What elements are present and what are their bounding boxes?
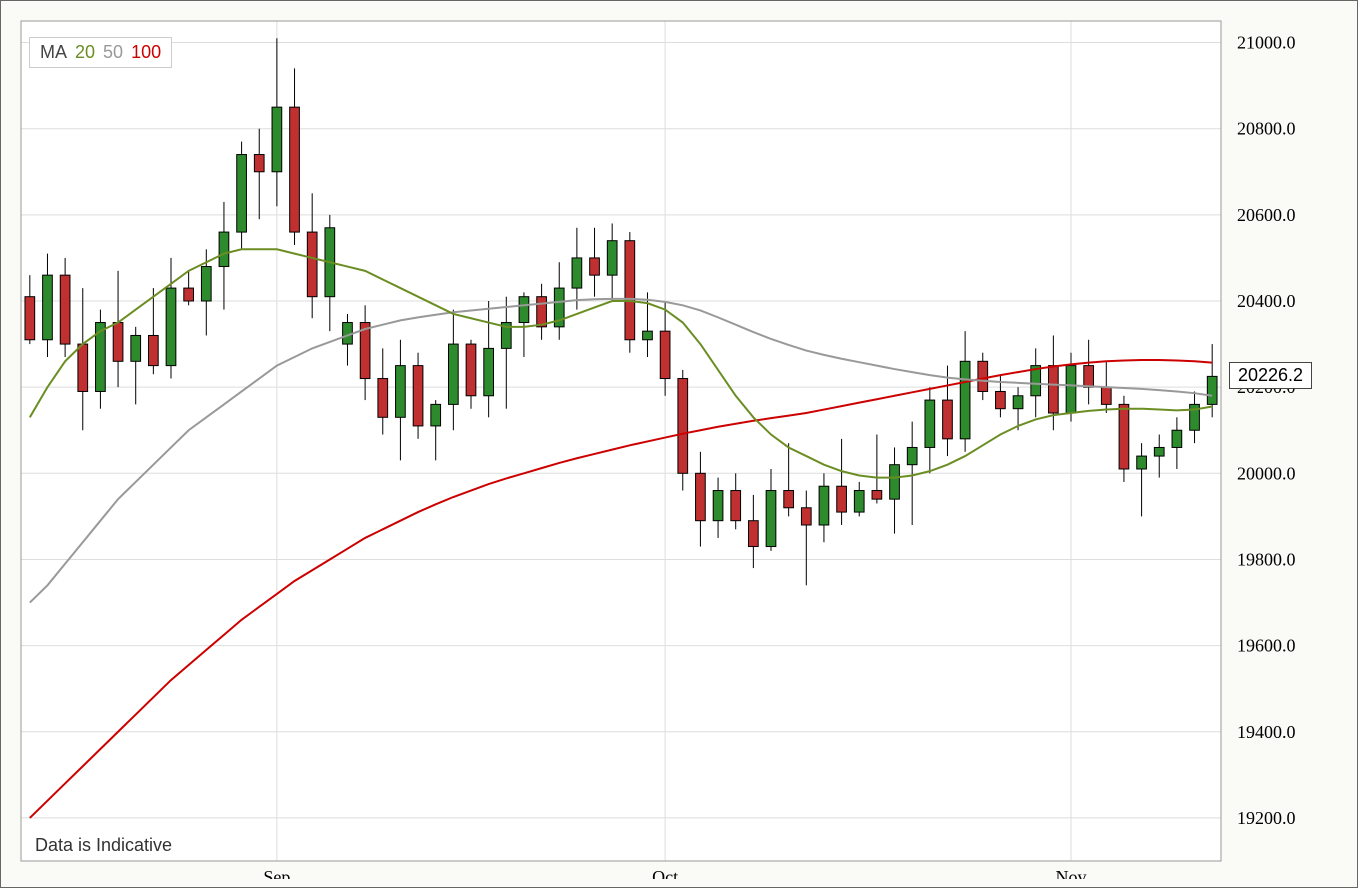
svg-text:19800.0: 19800.0 [1237, 549, 1296, 569]
svg-text:20600.0: 20600.0 [1237, 205, 1296, 225]
legend-ma20: 20 [75, 42, 95, 63]
legend-ma100: 100 [131, 42, 161, 63]
svg-text:19400.0: 19400.0 [1237, 722, 1296, 742]
current-price-tag: 20226.2 [1229, 362, 1312, 389]
chart-frame: 19200.019400.019600.019800.020000.020200… [0, 0, 1358, 888]
legend-title: MA [40, 42, 67, 63]
svg-text:20800.0: 20800.0 [1237, 119, 1296, 139]
svg-text:Oct: Oct [652, 867, 678, 879]
svg-text:20400.0: 20400.0 [1237, 291, 1296, 311]
svg-text:19200.0: 19200.0 [1237, 808, 1296, 828]
chart-plot-area[interactable]: 19200.019400.019600.019800.020000.020200… [11, 11, 1347, 877]
svg-text:Nov: Nov [1056, 867, 1087, 879]
legend-ma50: 50 [103, 42, 123, 63]
svg-text:Sep: Sep [263, 867, 290, 879]
svg-text:19600.0: 19600.0 [1237, 636, 1296, 656]
svg-text:20000.0: 20000.0 [1237, 463, 1296, 483]
data-indicative-note: Data is Indicative [35, 835, 172, 856]
svg-text:21000.0: 21000.0 [1237, 33, 1296, 53]
ma-legend[interactable]: MA 20 50 100 [29, 37, 172, 68]
